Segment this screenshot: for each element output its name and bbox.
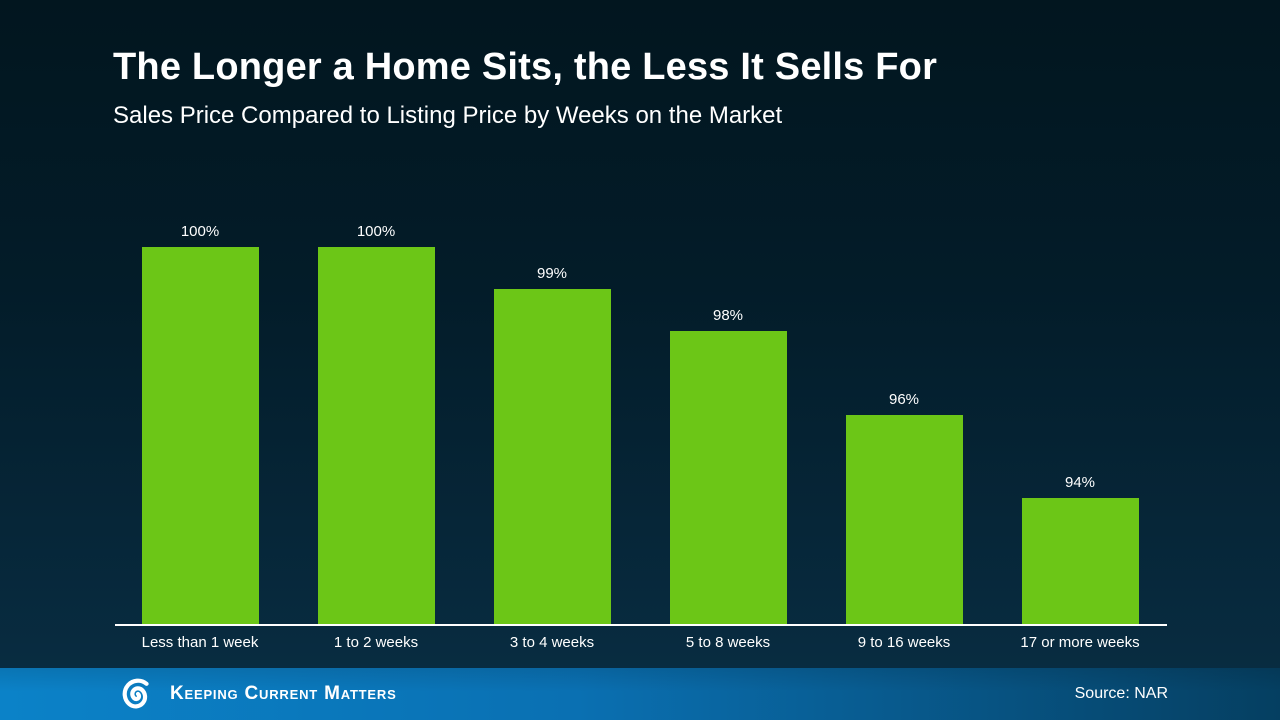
- bar-value-label: 94%: [1064, 474, 1096, 491]
- bar-value-label: 100%: [356, 223, 396, 240]
- brand-lockup: Keeping Current Matters: [119, 675, 397, 713]
- bar-group: 100% Less than 1 week: [141, 223, 259, 651]
- bar: [1021, 498, 1139, 624]
- x-axis-tick-label: 1 to 2 weeks: [333, 634, 419, 651]
- bar: [141, 247, 259, 624]
- bar-group: 96% 9 to 16 weeks: [845, 247, 963, 651]
- bar-value-label: 96%: [888, 391, 920, 408]
- footer-bar: Keeping Current Matters Source: NAR: [0, 668, 1280, 720]
- bar-group: 99% 3 to 4 weeks: [493, 247, 611, 651]
- source-text: Source: NAR: [1074, 685, 1168, 702]
- x-axis-tick-label: 3 to 4 weeks: [509, 634, 595, 651]
- chart-title: The Longer a Home Sits, the Less It Sell…: [113, 46, 938, 88]
- kcm-swirl-logo-icon: [122, 678, 149, 709]
- bar-value-label: 99%: [536, 265, 568, 282]
- bar-group: 94% 17 or more weeks: [1020, 247, 1139, 651]
- x-axis-tick-label: 17 or more weeks: [1020, 634, 1140, 651]
- bar: [317, 247, 435, 624]
- x-axis-line: [115, 624, 1167, 626]
- x-axis-tick-label: Less than 1 week: [141, 634, 259, 651]
- bar: [669, 331, 787, 624]
- brand-name: Keeping Current Matters: [170, 683, 397, 704]
- chart-subtitle: Sales Price Compared to Listing Price by…: [113, 102, 783, 129]
- bar-value-label: 98%: [712, 307, 744, 324]
- bar: [493, 289, 611, 624]
- bar-group: 100% 1 to 2 weeks: [317, 223, 435, 651]
- bar-value-label: 100%: [180, 223, 220, 240]
- x-axis-tick-label: 9 to 16 weeks: [857, 634, 951, 651]
- bar-chart-plot-area: 100% Less than 1 week 100% 1 to 2 weeks 99% 3…: [115, 223, 1167, 651]
- bar-group: 98% 5 to 8 weeks: [669, 247, 787, 651]
- x-axis-tick-label: 5 to 8 weeks: [685, 634, 771, 651]
- bar: [845, 415, 963, 624]
